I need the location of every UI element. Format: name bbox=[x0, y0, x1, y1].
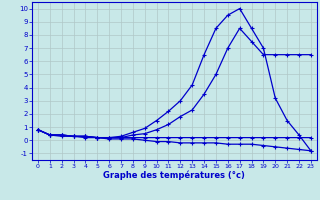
X-axis label: Graphe des températures (°c): Graphe des températures (°c) bbox=[103, 171, 245, 180]
